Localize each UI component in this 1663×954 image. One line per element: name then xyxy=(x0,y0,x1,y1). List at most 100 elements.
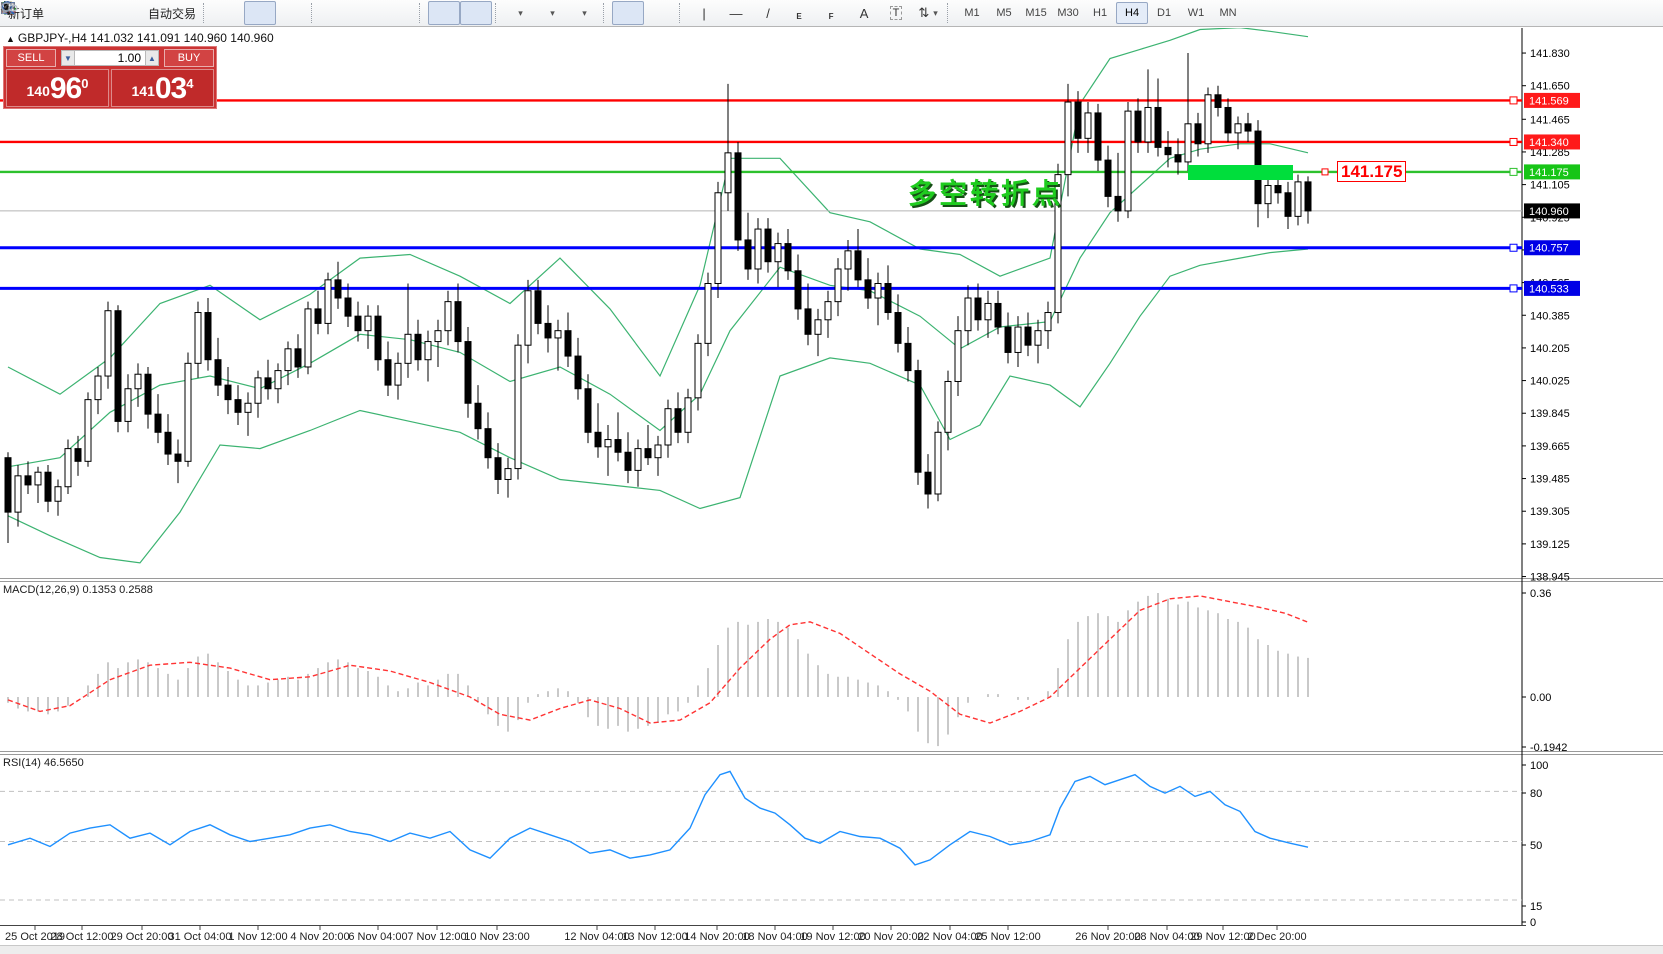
buy-price-point: 4 xyxy=(186,76,194,91)
trendline-tool-button[interactable]: / xyxy=(752,1,784,25)
buy-price-display[interactable]: 141 03 4 xyxy=(111,69,214,107)
symbol-direction-icon: ▲ xyxy=(6,34,15,44)
arrows-tool-button[interactable]: ⇅ ▾ xyxy=(912,1,944,25)
cursor-icon xyxy=(4,1,12,15)
sell-button[interactable]: SELL xyxy=(6,49,56,67)
dropdown-arrow-icon: ▾ xyxy=(518,7,523,18)
text-label-icon: T xyxy=(889,6,903,20)
arrows-icon: ⇅ xyxy=(918,5,930,20)
volume-decrease-button[interactable]: ▼ xyxy=(61,50,75,66)
macd-indicator-label: MACD(12,26,9) 0.1353 0.2588 xyxy=(3,584,153,596)
timeframe-d1-button[interactable]: D1 xyxy=(1157,7,1172,19)
price-tick-label: 138.945 xyxy=(1530,572,1570,584)
indicator-tick-label: 0.00 xyxy=(1530,692,1551,704)
volume-stepper: ▼ ▲ xyxy=(61,50,159,66)
price-callout-label[interactable]: 141.175 xyxy=(1337,161,1407,182)
price-badge-label: 141.175 xyxy=(1529,167,1569,179)
symbol-info-text: GBPJPY-,H4 141.032 141.091 140.960 140.9… xyxy=(17,31,274,45)
price-tick-label: 141.285 xyxy=(1530,147,1570,159)
timeframe-m15-button[interactable]: M15 xyxy=(1025,7,1047,19)
timeframe-h4-button[interactable]: H4 xyxy=(1116,2,1149,24)
auto-scroll-button[interactable] xyxy=(1,1,461,25)
date-tick-label: 28 Oct 12:00 xyxy=(51,931,114,943)
price-badge xyxy=(1524,164,1580,180)
toolbar-separator xyxy=(603,3,609,23)
price-tick-label: 140.025 xyxy=(1530,376,1570,388)
date-tick-label: 6 Nov 04:00 xyxy=(348,931,407,943)
text-label-tool-button[interactable]: T xyxy=(880,1,912,25)
chat-button[interactable] xyxy=(0,1,1659,25)
date-tick-label: 7 Nov 12:00 xyxy=(407,931,466,943)
date-tick-label: 29 Nov 12:00 xyxy=(1190,931,1255,943)
buy-button[interactable]: BUY xyxy=(164,49,214,67)
sell-price-integer: 140 xyxy=(26,83,50,99)
timeframe-m30-button[interactable]: M30 xyxy=(1057,7,1079,19)
timeframe-w1-button[interactable]: W1 xyxy=(1187,7,1205,19)
window-bottom-edge xyxy=(0,945,1663,954)
rsi-indicator-label: RSI(14) 46.5650 xyxy=(3,757,84,769)
price-badge xyxy=(1524,280,1580,296)
indicator-tick-label: 80 xyxy=(1530,788,1542,800)
price-tick-label: 141.465 xyxy=(1530,114,1570,126)
sell-price-pips: 96 xyxy=(49,72,82,105)
cursor-tool-button[interactable] xyxy=(4,1,645,25)
date-tick-label: 19 Nov 12:00 xyxy=(800,931,865,943)
timeframe-mn-button[interactable]: MN xyxy=(1219,7,1237,19)
date-tick-label: 4 Nov 20:00 xyxy=(290,931,349,943)
buy-price-pips: 03 xyxy=(154,72,187,105)
horizontal-line-icon: — xyxy=(729,5,743,21)
date-tick-label: 1 Nov 12:00 xyxy=(228,931,287,943)
indicator-tick-label: -0.1942 xyxy=(1530,742,1567,754)
price-badge-label: 141.569 xyxy=(1529,95,1569,107)
toolbar-separator xyxy=(203,3,209,23)
vertical-line-tool-button[interactable]: | xyxy=(688,1,720,25)
indicator-tick-label: 15 xyxy=(1530,901,1542,913)
date-tick-label: 25 Oct 2019 xyxy=(5,931,65,943)
price-badge xyxy=(1524,203,1580,219)
timeframe-h1-button[interactable]: H1 xyxy=(1093,7,1108,19)
date-tick-label: 2 Dec 20:00 xyxy=(1247,931,1306,943)
price-badge-label: 141.340 xyxy=(1529,137,1569,149)
timeframe-m5-button[interactable]: M5 xyxy=(996,7,1012,19)
price-tick-label: 139.485 xyxy=(1530,474,1570,486)
toolbar-separator xyxy=(679,3,685,23)
date-tick-label: 18 Nov 04:00 xyxy=(742,931,807,943)
timeframe-m1-button[interactable]: M1 xyxy=(964,7,980,19)
price-tick-label: 139.305 xyxy=(1530,506,1570,518)
price-badge xyxy=(1524,134,1580,150)
dropdown-arrow-icon: ▾ xyxy=(582,7,587,18)
date-tick-label: 14 Nov 20:00 xyxy=(684,931,749,943)
date-tick-label: 26 Nov 20:00 xyxy=(1075,931,1140,943)
symbol-info-line: ▲ GBPJPY-,H4 141.032 141.091 140.960 140.… xyxy=(6,31,274,45)
date-tick-label: 13 Nov 12:00 xyxy=(622,931,687,943)
text-tool-button[interactable]: A xyxy=(848,1,880,25)
highlight-rect xyxy=(1188,165,1293,180)
date-tick-label: 20 Nov 20:00 xyxy=(858,931,923,943)
text-tool-icon: A xyxy=(859,5,869,21)
volume-input[interactable] xyxy=(75,50,145,66)
date-tick-label: 25 Nov 12:00 xyxy=(975,931,1040,943)
horizontal-line-tool-button[interactable]: — xyxy=(720,1,752,25)
indicator-tick-label: 100 xyxy=(1530,760,1548,772)
price-badge-label: 140.960 xyxy=(1529,206,1569,218)
channel-letter: E xyxy=(796,11,802,21)
toolbar-separator xyxy=(419,3,425,23)
price-tick-label: 141.650 xyxy=(1530,81,1570,93)
date-tick-label: 12 Nov 04:00 xyxy=(564,931,629,943)
price-tick-label: 141.830 xyxy=(1530,48,1570,60)
sell-price-point: 0 xyxy=(81,76,89,91)
date-tick-label: 28 Nov 04:00 xyxy=(1134,931,1199,943)
volume-increase-button[interactable]: ▲ xyxy=(145,50,159,66)
macd-signal-line xyxy=(7,595,1309,724)
price-badge-label: 140.757 xyxy=(1529,243,1569,255)
price-badge xyxy=(1524,92,1580,108)
price-tick-label: 139.845 xyxy=(1530,408,1570,420)
price-badge-label: 140.533 xyxy=(1529,283,1569,295)
date-tick-label: 10 Nov 23:00 xyxy=(464,931,529,943)
sell-price-display[interactable]: 140 96 0 xyxy=(6,69,109,107)
indicator-tick-label: 0 xyxy=(1530,917,1536,929)
chart-annotation-text[interactable]: 多空转折点 xyxy=(908,178,1064,209)
